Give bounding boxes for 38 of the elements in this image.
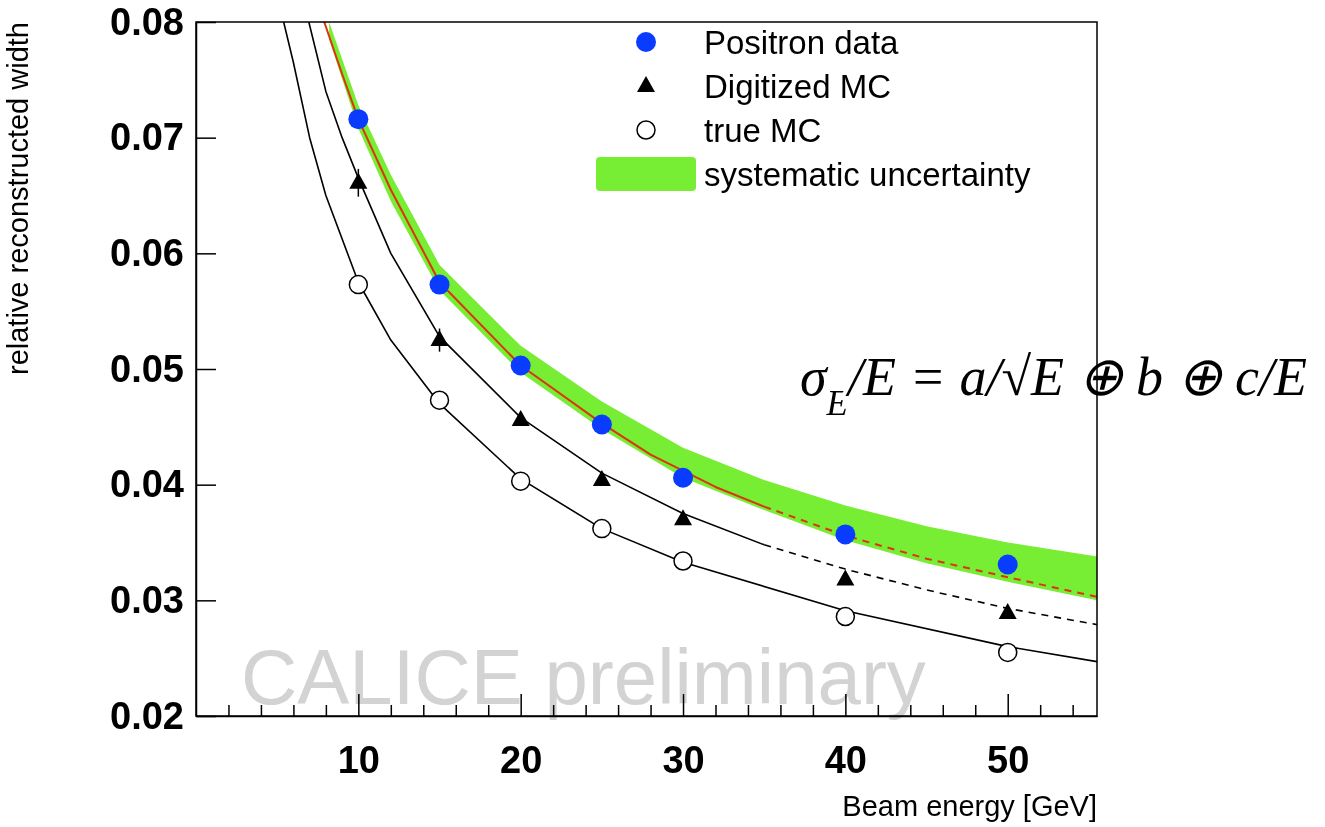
point — [429, 274, 450, 295]
point — [510, 355, 531, 376]
point — [674, 509, 693, 526]
y-tick-label: 0.07 — [110, 116, 184, 159]
x-tick-label: 10 — [337, 738, 380, 781]
y-tick-label: 0.03 — [110, 578, 184, 621]
point — [511, 409, 530, 426]
point — [997, 554, 1018, 575]
point — [997, 642, 1018, 663]
x-tick-label: 20 — [500, 738, 543, 781]
point — [430, 330, 449, 347]
point — [835, 524, 856, 545]
y-tick-label: 0.05 — [110, 347, 184, 390]
point — [510, 471, 531, 491]
y-tick-label: 0.06 — [110, 231, 184, 274]
point — [673, 551, 693, 571]
x-axis-title: Beam energy [GeV] — [842, 790, 1097, 822]
legend-label: Positron data — [704, 23, 900, 61]
legend-label: systematic uncertainty — [704, 155, 1031, 193]
point — [836, 569, 855, 586]
x-tick-label: 40 — [824, 738, 868, 781]
point — [592, 518, 612, 539]
legend-label: Digitized MC — [704, 67, 892, 105]
point — [591, 414, 612, 435]
y-tick-label: 0.08 — [110, 0, 184, 43]
x-tick-label: 30 — [662, 738, 705, 781]
point — [348, 274, 369, 295]
point — [673, 467, 694, 488]
legend-label: true MC — [704, 111, 822, 149]
point — [429, 390, 450, 410]
y-tick-label: 0.02 — [110, 694, 184, 737]
x-tick-label: 50 — [987, 738, 1030, 781]
y-axis-title: relative reconstructed width — [2, 22, 34, 375]
point — [998, 603, 1017, 620]
point — [835, 606, 856, 627]
point — [348, 109, 369, 130]
point — [592, 470, 611, 487]
y-tick-label: 0.04 — [110, 463, 184, 506]
